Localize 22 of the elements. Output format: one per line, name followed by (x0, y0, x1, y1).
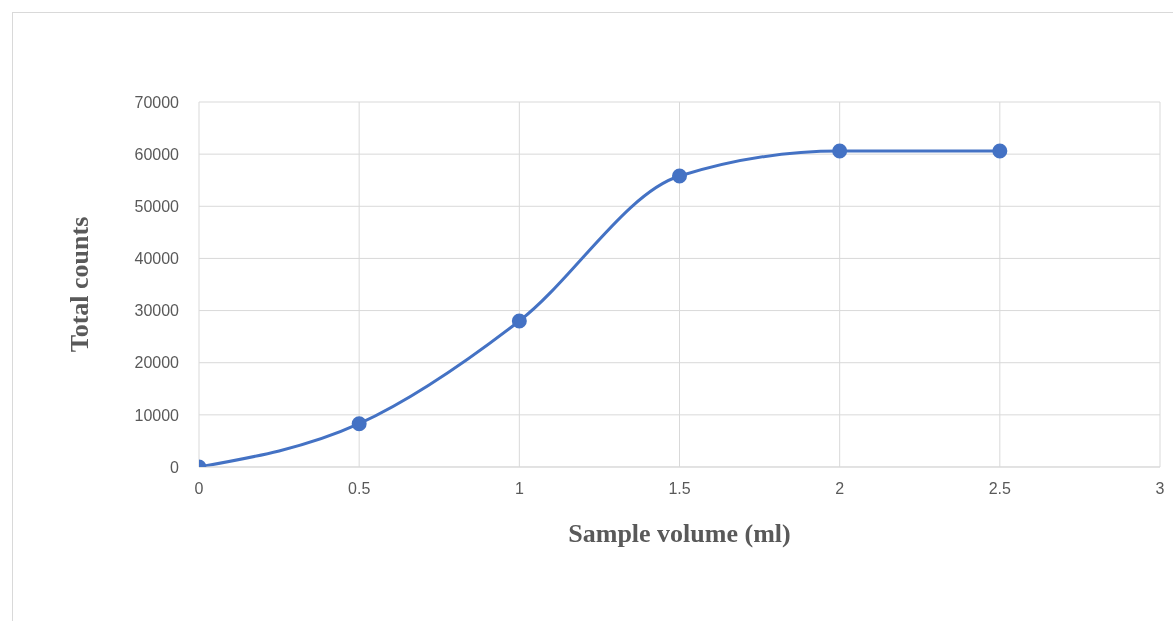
x-tick-label: 0 (194, 480, 204, 498)
x-tick-label: 2.5 (988, 480, 1012, 498)
y-tick-label: 70000 (134, 93, 180, 111)
y-tick-label: 60000 (134, 145, 180, 163)
x-axis-title: Sample volume (ml) (568, 519, 791, 548)
y-tick-label: 20000 (134, 354, 180, 372)
y-axis-title: Total counts (65, 216, 95, 353)
x-tick-label: 0.5 (348, 480, 371, 498)
y-tick-label: 10000 (134, 406, 180, 424)
y-tick-label: 40000 (134, 250, 180, 268)
x-tick-label: 3 (1155, 480, 1165, 498)
x-tick-label: 1 (514, 480, 524, 498)
y-tick-label: 30000 (134, 302, 180, 320)
point (351, 416, 367, 432)
y-tick-label: 0 (170, 458, 180, 476)
point (992, 143, 1008, 159)
point (672, 168, 687, 184)
point (511, 313, 527, 329)
point (832, 143, 848, 159)
x-tick-label: 2 (835, 480, 845, 498)
y-tick-label: 50000 (134, 197, 180, 215)
x-tick-label: 1.5 (668, 480, 691, 498)
